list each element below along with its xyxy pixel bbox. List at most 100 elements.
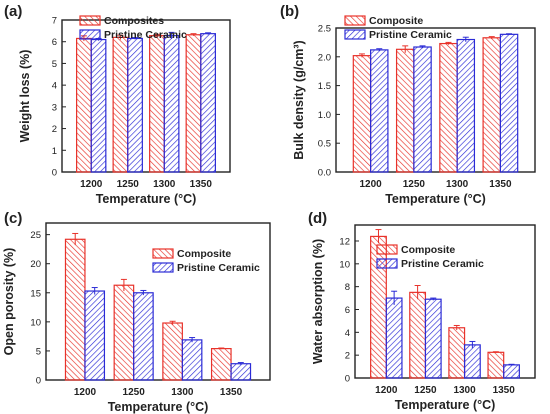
y-axis-label: Weight loss (%)	[18, 50, 32, 143]
bar-blue-1200	[385, 297, 403, 379]
x-tick-label: 1250	[403, 179, 426, 190]
y-tick-label: 5	[36, 346, 41, 357]
y-tick-label: 2	[345, 351, 350, 362]
x-axis-label: Temperature (°C)	[108, 400, 209, 414]
legend-swatch	[152, 248, 174, 259]
y-tick-label: 0	[52, 168, 57, 179]
bar-red-1300	[448, 327, 466, 379]
bar-red-1350	[210, 348, 232, 381]
y-tick-label: 0.5	[318, 139, 331, 150]
y-tick-label: 8	[345, 282, 350, 293]
y-tick-label: 1.0	[318, 110, 331, 121]
x-tick-label: 1350	[493, 385, 516, 396]
legend-swatch	[376, 258, 398, 269]
bar-blue-1350	[200, 33, 216, 173]
x-axis-label: Temperature (°C)	[96, 192, 197, 206]
y-tick-label: 6	[345, 305, 350, 316]
y-axis-label: Open porosity (%)	[2, 248, 16, 356]
panel-label: (b)	[280, 3, 299, 20]
bar-red-1200	[76, 37, 92, 173]
y-tick-label: 0.0	[318, 168, 331, 179]
x-tick-label: 1200	[375, 385, 398, 396]
chart-panel-3: 0 5 10 15 20 25 1200 1250 1300 1350 Temperature (°…	[2, 210, 271, 414]
bar-blue-1350	[499, 33, 519, 173]
plot-frame	[335, 27, 536, 173]
x-tick-label: 1350	[190, 179, 213, 190]
x-axis-label: Temperature (°C)	[385, 192, 486, 206]
bar-blue-1300	[463, 344, 481, 379]
bar-blue-1300	[181, 339, 203, 381]
legend-swatch	[79, 15, 101, 26]
bar-red-1350	[185, 34, 202, 173]
y-tick-label: 4	[52, 81, 57, 92]
legend-swatch	[344, 29, 366, 40]
bar-blue-1300	[456, 38, 476, 173]
bar-blue-1300	[163, 35, 180, 173]
panel-label: (d)	[308, 210, 327, 227]
bar-blue-1200	[84, 290, 106, 381]
bar-blue-1350	[230, 363, 252, 381]
panel-label: (a)	[4, 3, 22, 20]
x-axis-label: Temperature (°C)	[395, 398, 496, 412]
y-tick-label: 6	[52, 37, 57, 48]
y-tick-label: 3	[52, 102, 57, 113]
chart-panel-2: 0.0 0.5 1.0 1.5 2.0 2.5 1200 1250 1300 1350Temper…	[280, 3, 536, 206]
legend-label: Composite	[177, 248, 231, 260]
bar-red-1200	[370, 235, 387, 379]
bar-red-1350	[487, 351, 505, 379]
legend-swatch	[376, 244, 398, 255]
bar-blue-1250	[413, 46, 432, 173]
bar-blue-1250	[424, 298, 442, 379]
bar-blue-1350	[503, 364, 520, 379]
chart-panel-4: 0 2 4 6 8 10 12 1200 1250 1300 1350 Temperature (°C…	[308, 210, 536, 412]
legend: Composites Pristine Ceramic	[79, 15, 187, 41]
x-tick-label: 1250	[414, 385, 437, 396]
x-tick-label: 1350	[489, 179, 512, 190]
legend-label: Pristine Ceramic	[177, 262, 260, 274]
chart-panel-1: 0 1 2 3 4 5 6 7 1200 1250 1300 1350 Temperature (°C)…	[4, 3, 231, 206]
y-axis-label: Water absorption (%)	[311, 239, 325, 364]
bar-blue-1250	[133, 292, 154, 381]
legend-label: Pristine Ceramic	[401, 258, 484, 270]
bar-blue-1200	[370, 49, 389, 173]
y-tick-label: 15	[30, 288, 41, 299]
y-tick-label: 12	[339, 236, 350, 247]
x-tick-label: 1250	[123, 387, 146, 398]
panel-label: (c)	[4, 210, 22, 227]
x-tick-label: 1200	[359, 179, 382, 190]
x-tick-label: 1300	[153, 179, 176, 190]
legend: Composite Pristine Ceramic	[344, 15, 452, 41]
legend-label: Pristine Ceramic	[369, 29, 452, 41]
x-tick-label: 1350	[220, 387, 243, 398]
y-tick-label: 1	[52, 146, 57, 157]
y-tick-label: 20	[30, 259, 41, 270]
y-tick-label: 2	[52, 124, 57, 135]
y-tick-label: 0	[345, 374, 350, 385]
y-tick-label: 1.5	[318, 81, 331, 92]
legend-swatch	[79, 29, 101, 40]
y-tick-label: 5	[52, 59, 57, 70]
x-tick-label: 1200	[74, 387, 97, 398]
bar-red-1250	[409, 291, 427, 379]
legend: Composite Pristine Ceramic	[376, 244, 484, 270]
legend-swatch	[344, 15, 366, 26]
x-tick-label: 1300	[446, 179, 469, 190]
bar-red-1200	[64, 238, 86, 381]
bar-red-1300	[149, 35, 165, 173]
bar-blue-1200	[90, 38, 107, 173]
bar-red-1250	[113, 284, 135, 381]
y-tick-label: 7	[52, 16, 57, 27]
plot-frame	[45, 222, 271, 381]
legend-swatch	[152, 262, 174, 273]
x-tick-label: 1200	[80, 179, 103, 190]
plot-frame	[61, 19, 231, 173]
bar-red-1250	[395, 48, 415, 173]
bar-red-1250	[112, 36, 129, 173]
bar-red-1300	[439, 42, 458, 173]
plot-frame	[354, 224, 536, 379]
x-tick-label: 1300	[171, 387, 194, 398]
legend-label: Composites	[104, 15, 164, 27]
y-tick-label: 2.0	[318, 52, 331, 63]
bar-red-1200	[352, 55, 372, 173]
